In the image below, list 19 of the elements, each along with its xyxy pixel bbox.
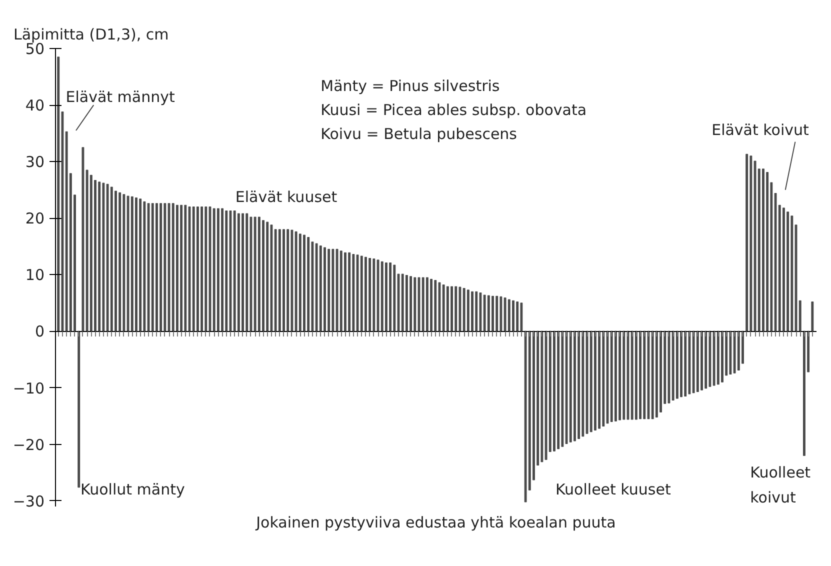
annotation: Elävät kuuset [235, 188, 338, 206]
y-tick-label: 10 [25, 266, 45, 284]
annotation: Kuollut mänty [80, 480, 185, 498]
y-tick-label: −20 [12, 436, 44, 454]
annotation: Kuolleet kuuset [555, 480, 671, 498]
y-axis-title: Läpimitta (D1,3), cm [14, 26, 169, 44]
y-tick-label: −10 [12, 379, 44, 398]
annotation: Kuusi = Picea ables subsp. obovata [320, 101, 587, 120]
y-tick-label: 40 [25, 96, 45, 115]
annotation: Kuolleet koivut [750, 464, 811, 506]
y-tick-label: −30 [12, 492, 44, 510]
y-tick-label: 20 [25, 210, 45, 228]
y-tick-label: 0 [34, 322, 45, 341]
annotation: Koivu = Betula pubescens [320, 124, 518, 143]
annotation: Elävät männyt [66, 88, 175, 106]
annotation: Mänty = Pinus silvestris [320, 76, 500, 95]
annotation: Elävät koivut [712, 120, 810, 139]
x-axis-title: Jokainen pystyviiva edustaa yhtä koealan puuta [255, 514, 616, 532]
y-tick-label: 30 [25, 153, 45, 172]
